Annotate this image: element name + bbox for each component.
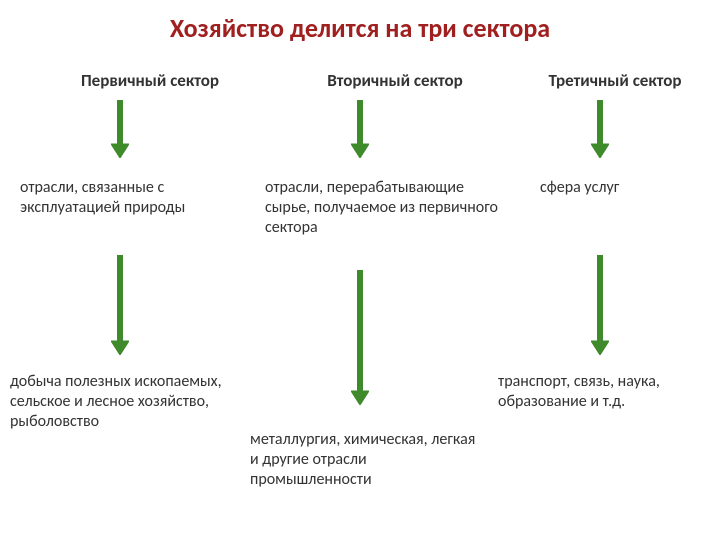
- page-title: Хозяйство делится на три сектора: [0, 12, 720, 44]
- secondary-level2-text: металлургия, химическая, легкая и другие…: [250, 430, 480, 490]
- arrow-down-icon: [351, 270, 369, 405]
- tertiary-level2-text: транспорт, связь, наука, образование и т…: [498, 372, 713, 412]
- diagram-canvas: Хозяйство делится на три сектора Первичн…: [0, 0, 720, 540]
- primary-level1-text: отрасли, связанные с эксплуатацией приро…: [20, 178, 240, 218]
- arrow-down-icon: [591, 100, 609, 158]
- tertiary-level1-text: сфера услуг: [540, 178, 690, 198]
- header-secondary: Вторичный сектор: [280, 70, 510, 91]
- arrow-down-icon: [111, 100, 129, 158]
- arrow-down-icon: [111, 255, 129, 355]
- secondary-level1-text: отрасли, перерабатывающие сырье, получае…: [265, 178, 505, 238]
- header-primary: Первичный сектор: [40, 70, 260, 91]
- arrow-down-icon: [351, 100, 369, 158]
- primary-level2-text: добыча полезных ископаемых, сельское и л…: [10, 372, 260, 432]
- arrow-down-icon: [591, 255, 609, 355]
- header-tertiary: Третичный сектор: [520, 70, 710, 91]
